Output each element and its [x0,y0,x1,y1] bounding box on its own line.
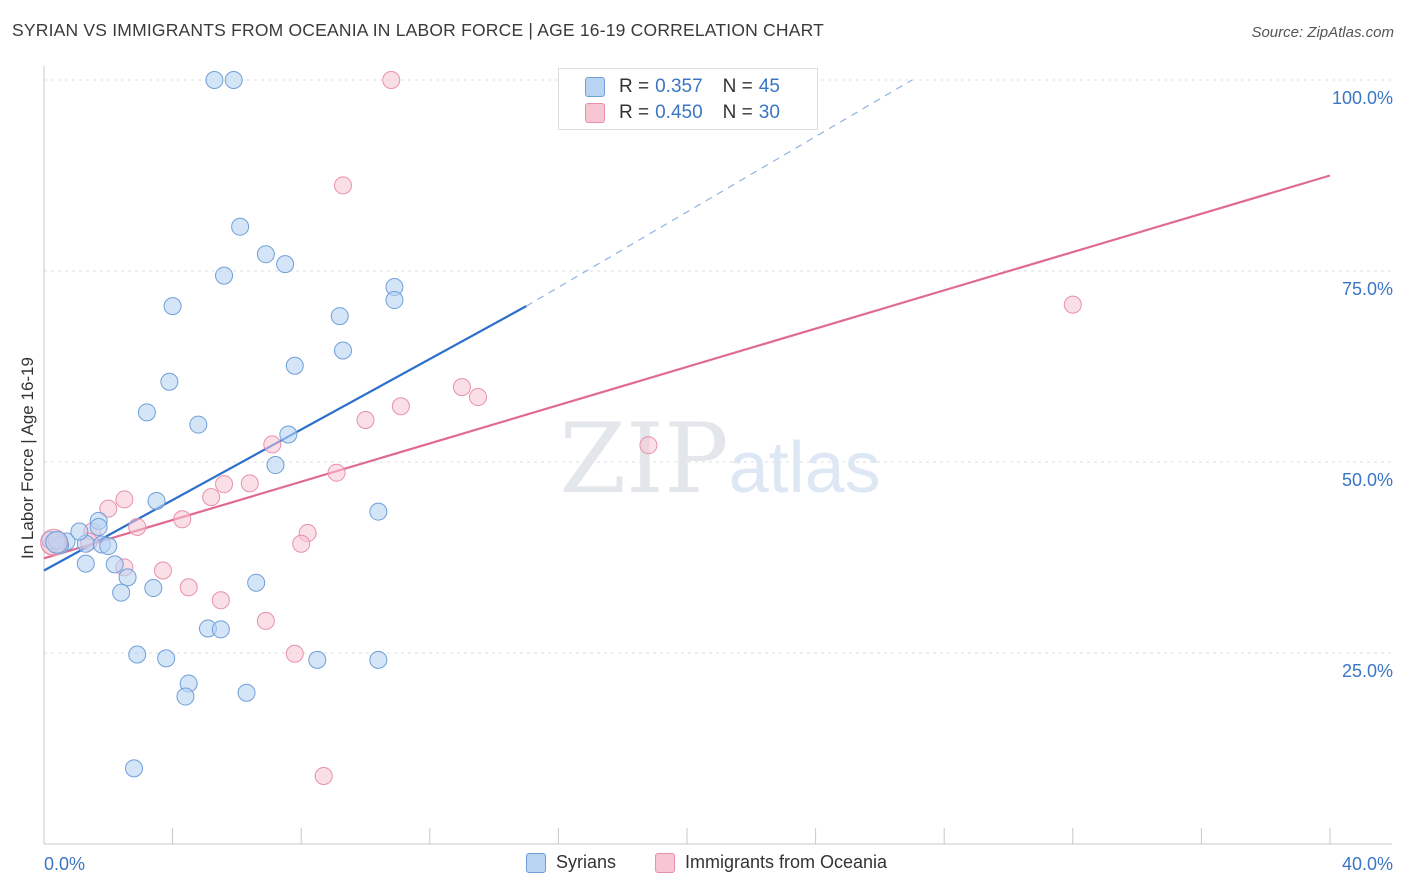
oceania-point [99,499,118,518]
syrians-point [237,683,256,702]
legend-n-label: N = [722,76,753,97]
syrians-point [256,245,275,264]
syrians-point [163,297,182,316]
oceania-point [452,378,471,397]
legend-row-oceania: R = 0.450 N = 30 [585,100,780,126]
oceania-point [240,474,259,493]
y-tick-label: 50.0% [1342,470,1393,490]
oceania-point [128,517,147,536]
syrians-point [137,403,156,422]
legend-r-value: 0.450 [655,102,703,123]
syrians-point [205,71,224,89]
syrians-point [176,687,195,706]
syrians-point [144,579,163,598]
oceania-point [292,534,311,553]
oceania-legend-label: Immigrants from Oceania [685,852,888,872]
chart-title: SYRIAN VS IMMIGRANTS FROM OCEANIA IN LAB… [12,20,825,40]
oceania-point [327,463,346,482]
legend-n-label: N = [722,102,753,123]
legend-row-syrians: R = 0.357 N = 45 [585,74,780,100]
syrians-point [385,291,404,310]
oceania-point [356,410,375,429]
oceania-trend-line [43,174,1331,560]
syrians-point [215,266,234,285]
syrians-point [128,645,147,664]
bottom-legend-syrians: Syrians [526,852,616,873]
syrians-point [112,583,131,602]
syrians-point [76,554,95,573]
oceania-legend-swatch [655,852,675,873]
syrians-point [231,217,250,236]
source-label: Source: ZipAtlas.com [1251,24,1394,41]
syrians-point [118,568,137,587]
oceania-point [391,397,410,416]
syrians-point [189,415,208,434]
y-tick-label: 100.0% [1332,88,1393,108]
syrians-point [147,491,166,510]
syrians-point [266,456,285,475]
oceania-point [314,767,333,786]
legend-r-label: R = [619,102,650,123]
oceania-swatch [585,103,605,123]
oceania-point [179,578,198,597]
syrians-point [160,372,179,391]
legend-n-value: 30 [758,102,780,123]
oceania-point [211,591,230,610]
syrians-point [105,555,124,574]
oceania-point [202,488,221,507]
syrians-point [70,522,89,541]
oceania-point [153,561,172,580]
syrians-point [224,71,243,89]
axes [43,66,1392,845]
syrians-swatch [585,77,605,97]
oceania-point [285,644,304,663]
legend-n-value: 45 [758,76,780,97]
oceania-point [1063,295,1082,314]
y-tick-label: 25.0% [1342,661,1393,681]
x-tick-label: 40.0% [1342,854,1393,874]
syrians-trend-extension [525,79,913,307]
syrians-legend-swatch [526,852,546,873]
oceania-point [382,71,401,89]
syrians-point [211,620,230,639]
syrians-legend-label: Syrians [556,852,617,872]
syrians-point [279,425,298,444]
syrians-point [157,649,176,668]
oceania-point [333,176,352,195]
oceania-point [263,435,282,454]
watermark: ZIPatlas [559,403,880,515]
syrians-point [247,573,266,592]
y-tick-label: 75.0% [1342,279,1393,299]
bottom-legend-oceania: Immigrants from Oceania [655,852,887,873]
syrians-point [285,356,304,375]
oceania-point [469,388,488,407]
syrians-point [369,650,388,669]
y-axis-label: In Labor Force | Age 16-19 [18,357,37,559]
oceania-point [256,611,275,630]
syrians-point [308,650,327,669]
legend-r-value: 0.357 [655,76,703,97]
gridlines [44,79,1392,654]
syrians-point [125,759,144,778]
syrians-point [276,255,295,274]
correlation-legend: R = 0.357 N = 45 R = 0.450 N = 30 [558,68,818,130]
data-points [40,71,1082,786]
syrians-point [99,537,118,556]
syrians-point [369,502,388,521]
oceania-point [173,510,192,529]
oceania-point [639,436,658,455]
syrians-point [89,517,108,536]
syrians-point [330,307,349,326]
legend-r-label: R = [619,76,650,97]
tick-labels: 25.0% 50.0% 75.0% 100.0% 0.0% 40.0% [44,88,1393,874]
oceania-point [215,475,234,494]
oceania-point [115,490,134,509]
x-tick-label: 0.0% [44,854,85,874]
syrians-point [45,530,69,554]
syrians-point [333,341,352,360]
